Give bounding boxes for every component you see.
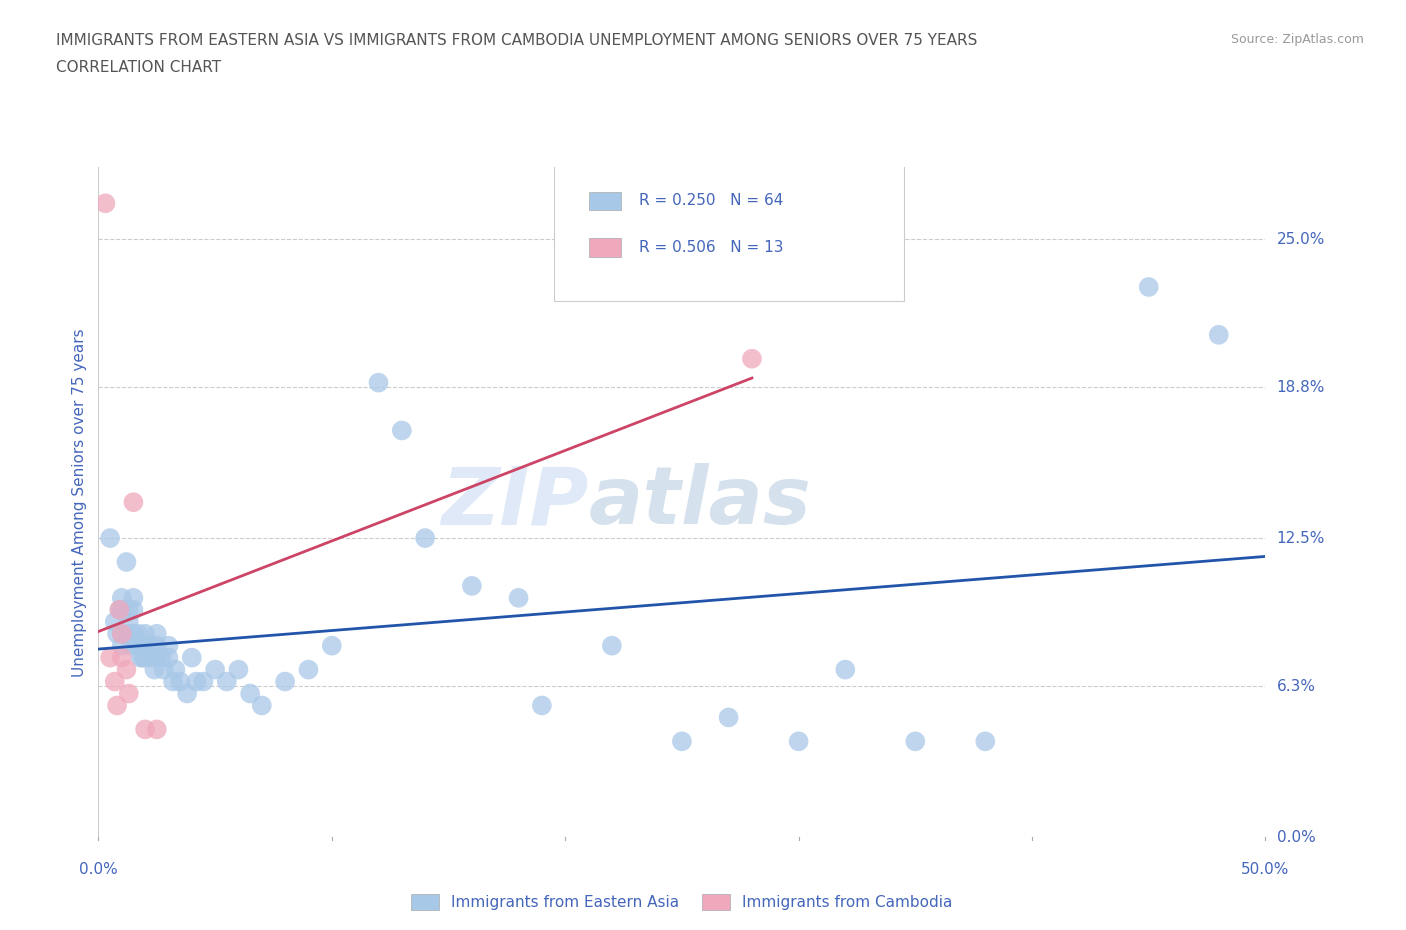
Point: [120, 638, 142, 653]
Text: 50.0%: 50.0%: [1241, 862, 1289, 877]
Point: [1208, 327, 1230, 342]
Point: [111, 603, 134, 618]
Point: [122, 626, 145, 641]
Point: [129, 650, 152, 665]
Point: [717, 710, 740, 724]
Text: IMMIGRANTS FROM EASTERN ASIA VS IMMIGRANTS FROM CAMBODIA UNEMPLOYMENT AMONG SENI: IMMIGRANTS FROM EASTERN ASIA VS IMMIGRAN…: [56, 33, 977, 47]
Point: [118, 626, 141, 641]
Point: [118, 615, 141, 630]
Point: [146, 638, 169, 653]
FancyBboxPatch shape: [589, 238, 621, 257]
Point: [250, 698, 273, 713]
Point: [118, 603, 141, 618]
FancyBboxPatch shape: [589, 192, 621, 210]
Point: [157, 650, 180, 665]
Point: [127, 626, 149, 641]
Point: [152, 662, 174, 677]
Point: [108, 603, 131, 618]
Point: [180, 650, 202, 665]
Point: [461, 578, 484, 593]
Point: [118, 686, 141, 701]
Point: [787, 734, 810, 749]
Point: [122, 591, 145, 605]
Text: ZIP: ZIP: [441, 463, 589, 541]
Point: [146, 650, 169, 665]
Point: [108, 603, 131, 618]
Point: [98, 650, 121, 665]
Point: [391, 423, 413, 438]
Point: [111, 638, 134, 653]
Text: R = 0.250   N = 64: R = 0.250 N = 64: [638, 193, 783, 208]
Point: [215, 674, 238, 689]
Point: [111, 626, 134, 641]
Point: [600, 638, 623, 653]
Legend: Immigrants from Eastern Asia, Immigrants from Cambodia: Immigrants from Eastern Asia, Immigrants…: [405, 888, 959, 916]
Point: [834, 662, 856, 677]
Point: [1137, 280, 1160, 295]
Point: [98, 531, 121, 546]
Y-axis label: Unemployment Among Seniors over 75 years: Unemployment Among Seniors over 75 years: [72, 328, 87, 676]
Point: [671, 734, 693, 749]
Point: [274, 674, 297, 689]
Point: [134, 722, 156, 737]
Point: [367, 375, 389, 390]
Point: [104, 674, 127, 689]
Point: [321, 638, 343, 653]
Text: CORRELATION CHART: CORRELATION CHART: [56, 60, 221, 75]
Point: [176, 686, 198, 701]
Point: [111, 591, 134, 605]
Text: 12.5%: 12.5%: [1277, 531, 1324, 546]
Point: [413, 531, 436, 546]
Text: 18.8%: 18.8%: [1277, 380, 1324, 395]
Point: [239, 686, 262, 701]
Point: [134, 650, 156, 665]
FancyBboxPatch shape: [554, 164, 904, 301]
Point: [134, 626, 156, 641]
Point: [129, 638, 152, 653]
Point: [741, 352, 763, 366]
Point: [157, 638, 180, 653]
Point: [134, 638, 156, 653]
Point: [143, 662, 166, 677]
Text: R = 0.506   N = 13: R = 0.506 N = 13: [638, 240, 783, 255]
Point: [904, 734, 927, 749]
Point: [165, 662, 187, 677]
Text: atlas: atlas: [589, 463, 811, 541]
Point: [141, 650, 163, 665]
Text: 0.0%: 0.0%: [1277, 830, 1315, 844]
Point: [162, 674, 184, 689]
Point: [139, 638, 162, 653]
Point: [125, 638, 148, 653]
Point: [122, 603, 145, 618]
Point: [94, 196, 117, 211]
Point: [297, 662, 319, 677]
Point: [115, 554, 138, 569]
Point: [122, 495, 145, 510]
Point: [530, 698, 553, 713]
Point: [146, 626, 169, 641]
Point: [105, 698, 128, 713]
Point: [105, 626, 128, 641]
Point: [115, 662, 138, 677]
Point: [204, 662, 226, 677]
Point: [104, 615, 127, 630]
Point: [111, 650, 134, 665]
Point: [974, 734, 997, 749]
Point: [186, 674, 208, 689]
Point: [111, 626, 134, 641]
Text: Source: ZipAtlas.com: Source: ZipAtlas.com: [1230, 33, 1364, 46]
Point: [508, 591, 530, 605]
Point: [169, 674, 191, 689]
Text: 0.0%: 0.0%: [79, 862, 118, 877]
Point: [132, 650, 155, 665]
Text: 25.0%: 25.0%: [1277, 232, 1324, 246]
Point: [228, 662, 250, 677]
Text: 6.3%: 6.3%: [1277, 679, 1316, 694]
Point: [193, 674, 215, 689]
Point: [146, 722, 169, 737]
Point: [150, 650, 173, 665]
